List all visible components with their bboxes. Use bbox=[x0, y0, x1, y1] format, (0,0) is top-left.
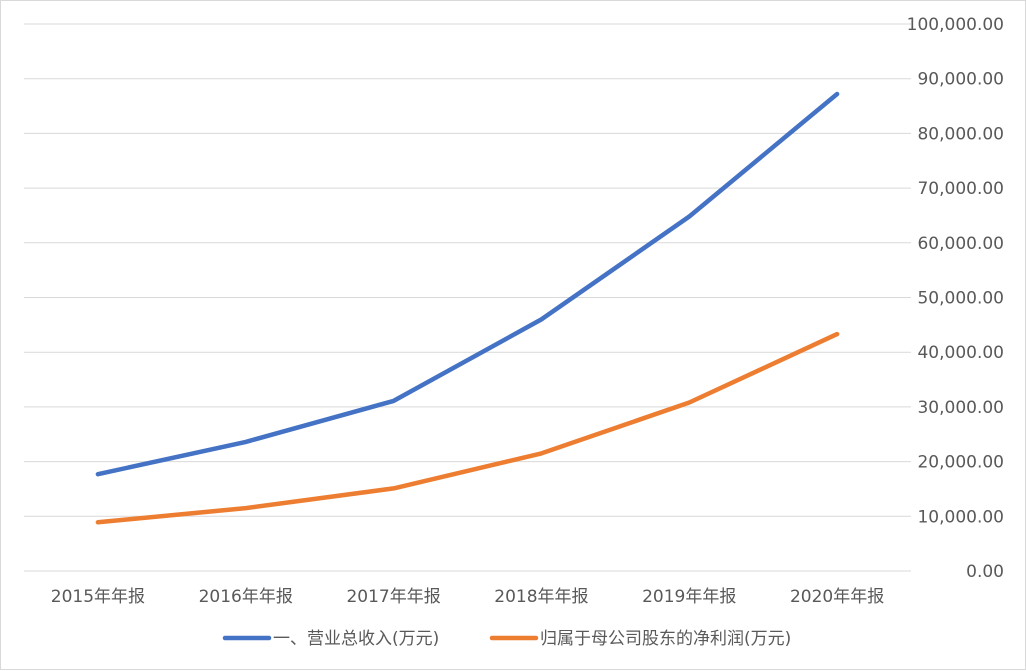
series-line-revenue bbox=[95, 91, 840, 477]
y-tick-label: 80,000.00 bbox=[917, 124, 1004, 144]
x-tick-label: 2019年年报 bbox=[642, 587, 736, 607]
series-line-net-profit bbox=[95, 331, 840, 525]
legend-item-revenue: 一、营业总收入(万元) bbox=[222, 629, 439, 649]
legend-label-revenue: 一、营业总收入(万元) bbox=[273, 629, 439, 649]
x-tick-label: 2017年年报 bbox=[346, 587, 440, 607]
x-tick-label: 2016年年报 bbox=[199, 587, 293, 607]
y-axis-tick-labels: 0.00 10,000.00 20,000.00 30,000.00 40,000.00… bbox=[907, 15, 1004, 582]
series-lines bbox=[95, 91, 840, 525]
x-axis-tick-labels: 2015年年报 2016年年报 2017年年报 2018年年报 2019年年报 2020年… bbox=[51, 587, 884, 607]
legend: 一、营业总收入(万元) 归属于母公司股东的净利润(万元) bbox=[222, 629, 791, 649]
x-tick-label: 2018年年报 bbox=[494, 587, 588, 607]
gridlines bbox=[24, 23, 911, 572]
y-tick-label: 100,000.00 bbox=[907, 15, 1004, 35]
y-tick-label: 20,000.00 bbox=[917, 453, 1004, 473]
y-tick-label: 0.00 bbox=[966, 562, 1004, 582]
y-tick-label: 50,000.00 bbox=[917, 289, 1004, 309]
y-tick-label: 40,000.00 bbox=[917, 343, 1004, 363]
legend-item-net-profit: 归属于母公司股东的净利润(万元) bbox=[489, 629, 791, 649]
legend-label-net-profit: 归属于母公司股东的净利润(万元) bbox=[540, 629, 791, 649]
y-tick-label: 70,000.00 bbox=[917, 179, 1004, 199]
y-tick-label: 30,000.00 bbox=[917, 398, 1004, 418]
y-tick-label: 10,000.00 bbox=[917, 507, 1004, 527]
y-tick-label: 90,000.00 bbox=[917, 70, 1004, 90]
x-tick-label: 2015年年报 bbox=[51, 587, 145, 607]
x-tick-label: 2020年年报 bbox=[790, 587, 884, 607]
y-tick-label: 60,000.00 bbox=[917, 234, 1004, 254]
